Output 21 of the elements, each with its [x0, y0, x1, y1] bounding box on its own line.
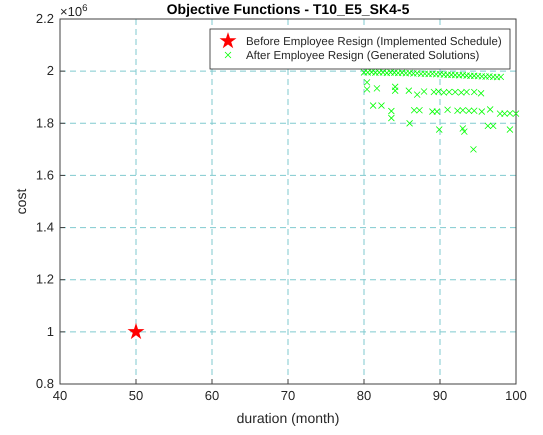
- y-tick-label: 0.8: [36, 376, 54, 391]
- legend-label: Before Employee Resign (Implemented Schedule): [246, 36, 502, 48]
- x-tick-label: 60: [204, 388, 220, 403]
- y-tick-label: 1.6: [36, 167, 54, 182]
- y-axis-title: cost: [13, 188, 29, 214]
- y-tick-label: 2: [46, 63, 54, 78]
- x-tick-label: 40: [52, 388, 68, 403]
- chart-title: Objective Functions - T10_E5_SK4-5: [166, 1, 410, 17]
- x-tick-label: 100: [505, 388, 527, 403]
- text: ×10$^{6}$: [60, 2, 88, 19]
- x-tick-label: 50: [128, 388, 144, 403]
- y-tick-label: 2.2: [36, 11, 54, 26]
- y-tick-label: 1.8: [36, 115, 54, 130]
- legend-label: After Employee Resign (Generated Solutions): [246, 50, 480, 62]
- y-tick-label: 1.2: [36, 272, 54, 287]
- x-axis-title: duration (month): [236, 410, 340, 426]
- x-tick-label: 70: [280, 388, 296, 403]
- x-tick-label: 80: [356, 388, 372, 403]
- x-tick-label: 90: [432, 388, 448, 403]
- y-tick-label: 1.4: [36, 220, 54, 235]
- y-tick-label: 1: [46, 324, 54, 339]
